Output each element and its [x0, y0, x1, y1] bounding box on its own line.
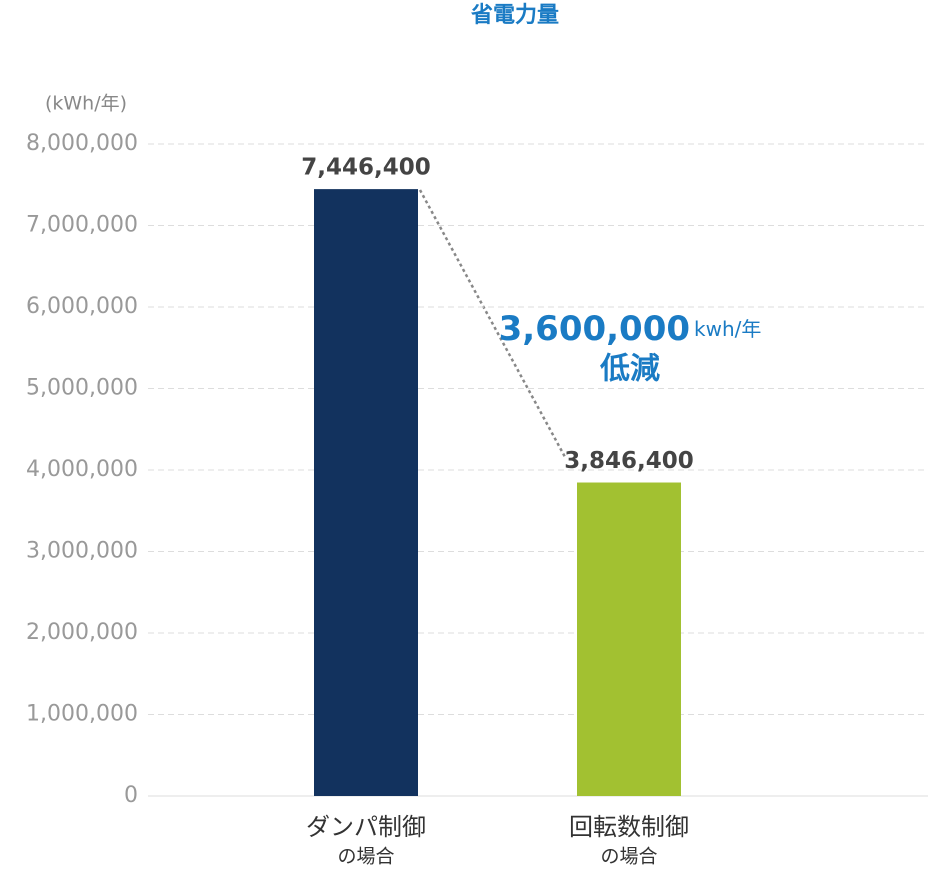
y-tick-label: 2,000,000	[26, 620, 138, 645]
value-label: 7,446,400	[301, 155, 431, 181]
y-tick-label: 3,000,000	[26, 539, 138, 564]
bar	[314, 189, 418, 796]
y-tick-label: 5,000,000	[26, 376, 138, 401]
annotation-unit: kwh/年	[694, 317, 761, 341]
y-tick-label: 4,000,000	[26, 457, 138, 482]
y-unit: (kWh/年)	[45, 93, 127, 115]
chart-title: 省電力量	[470, 3, 559, 28]
y-tick-label: 8,000,000	[26, 131, 138, 156]
connector	[418, 189, 567, 458]
y-tick-label: 7,000,000	[26, 213, 138, 238]
annotation-text: 低減	[599, 352, 660, 387]
bar	[577, 482, 681, 796]
x-tick-label: の場合	[337, 846, 394, 868]
annotation: 3,600,000 kwh/年	[499, 309, 762, 349]
annotation-amount: 3,600,000	[499, 309, 690, 349]
x-tick-label: 回転数制御	[569, 813, 689, 841]
value-label: 3,846,400	[564, 448, 694, 474]
x-tick-label: ダンパ制御	[306, 813, 426, 841]
y-tick-label: 0	[124, 783, 138, 808]
y-tick-label: 1,000,000	[26, 702, 138, 727]
x-tick-label: の場合	[600, 846, 657, 868]
y-tick-label: 6,000,000	[26, 294, 138, 319]
